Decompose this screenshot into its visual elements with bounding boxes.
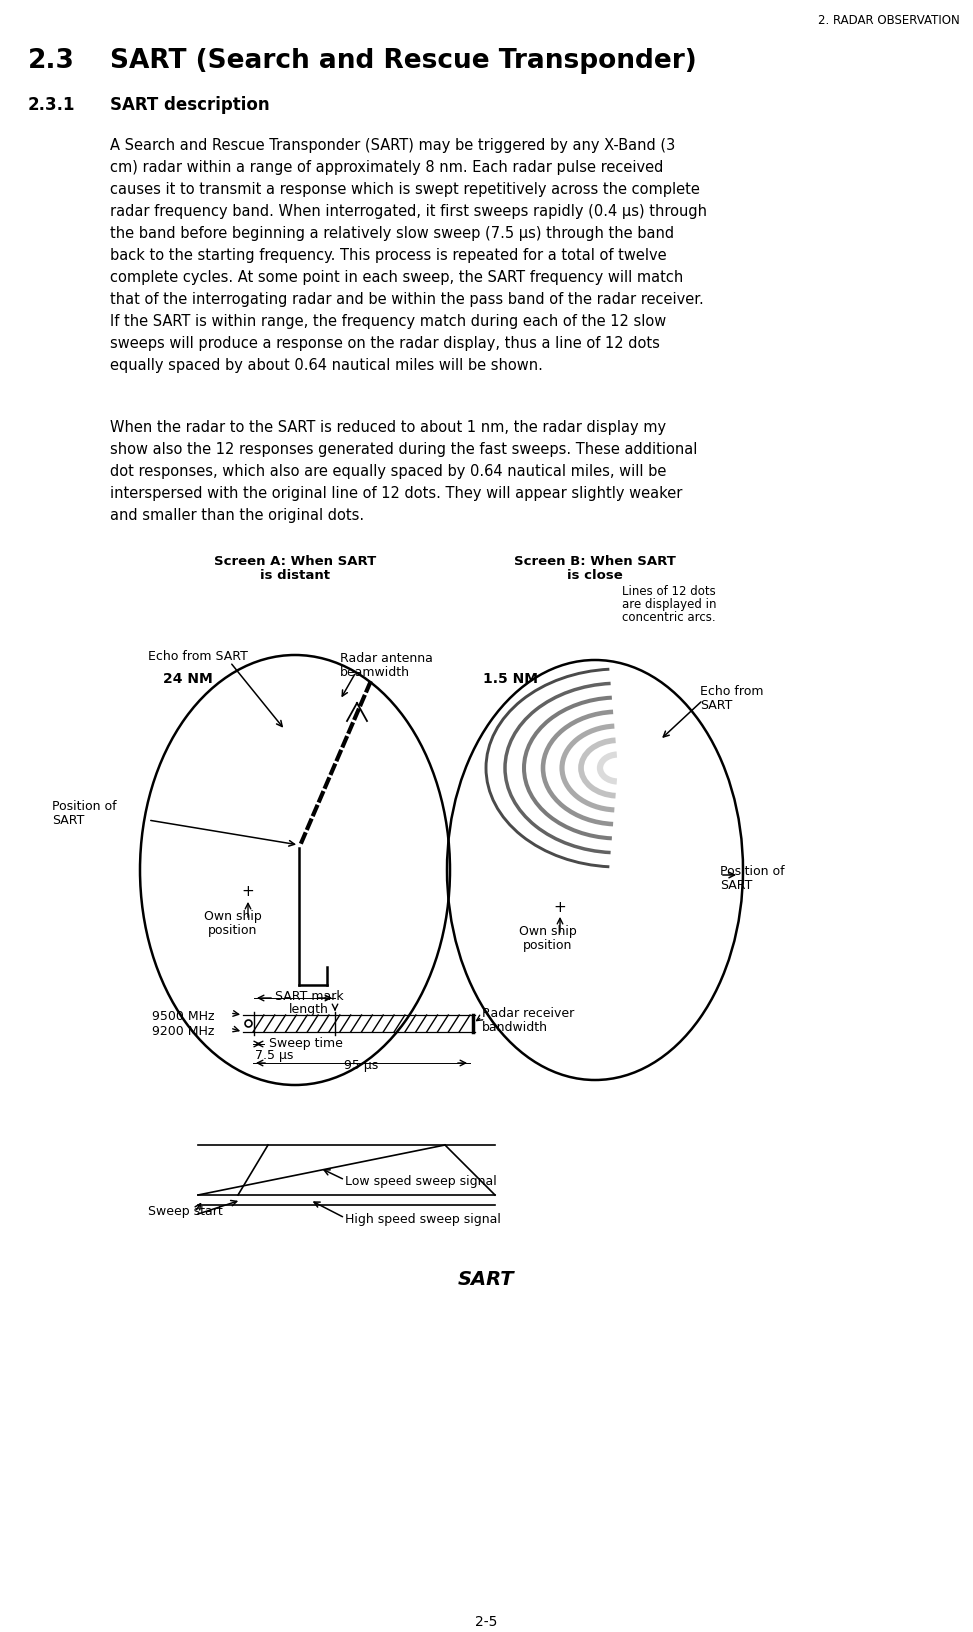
Text: Position of: Position of <box>720 865 784 878</box>
Text: complete cycles. At some point in each sweep, the SART frequency will match: complete cycles. At some point in each s… <box>110 269 683 286</box>
Text: Screen A: When SART: Screen A: When SART <box>214 555 377 568</box>
Text: When the radar to the SART is reduced to about 1 nm, the radar display my: When the radar to the SART is reduced to… <box>110 419 667 436</box>
Text: SART: SART <box>700 698 733 712</box>
Text: length: length <box>289 1004 329 1017</box>
Text: Position of: Position of <box>52 800 117 813</box>
Text: SART: SART <box>457 1270 515 1289</box>
Text: sweeps will produce a response on the radar display, thus a line of 12 dots: sweeps will produce a response on the ra… <box>110 336 660 351</box>
Text: Echo from: Echo from <box>700 685 764 698</box>
Text: +: + <box>241 885 254 899</box>
Text: 24 NM: 24 NM <box>163 672 213 685</box>
Text: 7.5 µs: 7.5 µs <box>255 1049 294 1062</box>
Text: position: position <box>208 924 258 937</box>
Text: beamwidth: beamwidth <box>340 666 410 679</box>
Text: concentric arcs.: concentric arcs. <box>622 610 715 623</box>
Text: 1.5 NM: 1.5 NM <box>483 672 538 685</box>
Text: 9500 MHz: 9500 MHz <box>152 1010 214 1023</box>
Text: Sweep time: Sweep time <box>269 1036 342 1049</box>
Text: the band before beginning a relatively slow sweep (7.5 µs) through the band: the band before beginning a relatively s… <box>110 225 674 242</box>
Text: position: position <box>523 938 573 951</box>
Text: cm) radar within a range of approximately 8 nm. Each radar pulse received: cm) radar within a range of approximatel… <box>110 160 664 175</box>
Text: SART: SART <box>720 880 752 893</box>
Text: back to the starting frequency. This process is repeated for a total of twelve: back to the starting frequency. This pro… <box>110 248 667 263</box>
Text: equally spaced by about 0.64 nautical miles will be shown.: equally spaced by about 0.64 nautical mi… <box>110 357 543 374</box>
Text: SART: SART <box>52 814 85 827</box>
Text: A Search and Rescue Transponder (SART) may be triggered by any X-Band (3: A Search and Rescue Transponder (SART) m… <box>110 139 675 153</box>
Text: bandwidth: bandwidth <box>482 1022 548 1035</box>
Text: If the SART is within range, the frequency match during each of the 12 slow: If the SART is within range, the frequen… <box>110 313 667 330</box>
Text: and smaller than the original dots.: and smaller than the original dots. <box>110 508 364 522</box>
Text: are displayed in: are displayed in <box>622 597 716 610</box>
Text: 2-5: 2-5 <box>475 1616 497 1629</box>
Text: is distant: is distant <box>260 570 330 583</box>
Text: 9200 MHz: 9200 MHz <box>152 1025 214 1038</box>
Text: 2.3: 2.3 <box>28 47 75 73</box>
Text: radar frequency band. When interrogated, it first sweeps rapidly (0.4 µs) throug: radar frequency band. When interrogated,… <box>110 204 707 219</box>
Text: +: + <box>554 901 566 916</box>
Text: Radar antenna: Radar antenna <box>340 653 433 664</box>
Text: High speed sweep signal: High speed sweep signal <box>345 1213 501 1226</box>
Text: Own ship: Own ship <box>520 925 577 938</box>
Text: Radar receiver: Radar receiver <box>482 1007 574 1020</box>
Text: Screen B: When SART: Screen B: When SART <box>514 555 676 568</box>
Text: Low speed sweep signal: Low speed sweep signal <box>345 1175 497 1188</box>
Text: interspersed with the original line of 12 dots. They will appear slightly weaker: interspersed with the original line of 1… <box>110 486 682 501</box>
Text: is close: is close <box>567 570 623 583</box>
Text: Lines of 12 dots: Lines of 12 dots <box>622 584 716 597</box>
Text: SART description: SART description <box>110 96 270 114</box>
Text: 2. RADAR OBSERVATION: 2. RADAR OBSERVATION <box>818 15 960 28</box>
Text: Sweep start: Sweep start <box>148 1204 223 1217</box>
Text: dot responses, which also are equally spaced by 0.64 nautical miles, will be: dot responses, which also are equally sp… <box>110 463 667 480</box>
Text: Echo from SART: Echo from SART <box>148 650 248 663</box>
Text: SART (Search and Rescue Transponder): SART (Search and Rescue Transponder) <box>110 47 697 73</box>
Text: SART mark: SART mark <box>274 991 343 1004</box>
Text: show also the 12 responses generated during the fast sweeps. These additional: show also the 12 responses generated dur… <box>110 442 698 457</box>
Text: 2.3.1: 2.3.1 <box>28 96 76 114</box>
Text: Own ship: Own ship <box>204 911 262 924</box>
Text: causes it to transmit a response which is swept repetitively across the complete: causes it to transmit a response which i… <box>110 183 700 197</box>
Text: 95 µs: 95 µs <box>343 1059 378 1072</box>
Text: that of the interrogating radar and be within the pass band of the radar receive: that of the interrogating radar and be w… <box>110 292 703 307</box>
